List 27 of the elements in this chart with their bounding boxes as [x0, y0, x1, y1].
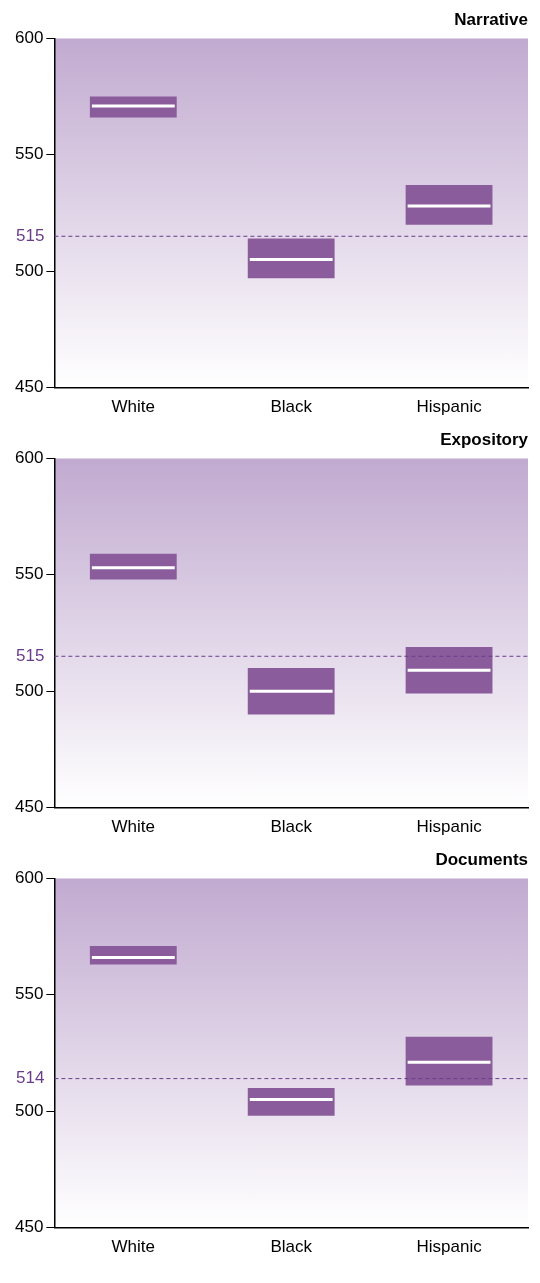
x-tick-label: White — [111, 1237, 156, 1257]
x-tick-label: Hispanic — [416, 1237, 483, 1257]
x-tick-label: Black — [270, 397, 313, 417]
ref-line-label: 514 — [15, 1068, 45, 1088]
y-tick-label: 450 — [14, 797, 44, 817]
ref-line-label: 515 — [15, 645, 45, 665]
y-tick-label: 500 — [14, 1100, 44, 1120]
chart-title: Narrative — [454, 9, 528, 29]
chart-title: Documents — [435, 849, 528, 869]
x-tick-label: Black — [270, 1237, 313, 1257]
y-tick-label: 550 — [14, 984, 44, 1004]
y-tick-label: 500 — [14, 680, 44, 700]
x-tick-label: Black — [270, 817, 313, 837]
y-tick-label: 450 — [14, 1217, 44, 1237]
y-tick-label: 600 — [14, 28, 44, 48]
y-tick-label: 450 — [14, 377, 44, 397]
chart-title: Expository — [440, 429, 529, 449]
y-tick-label: 550 — [14, 144, 44, 164]
y-tick-label: 600 — [14, 868, 44, 888]
x-tick-label: Hispanic — [416, 817, 483, 837]
y-tick-label: 500 — [14, 260, 44, 280]
ref-line-label: 515 — [15, 225, 45, 245]
y-tick-label: 550 — [14, 564, 44, 584]
y-tick-label: 600 — [14, 448, 44, 468]
x-tick-label: White — [111, 397, 156, 417]
x-tick-label: Hispanic — [416, 397, 483, 417]
x-tick-label: White — [111, 817, 156, 837]
